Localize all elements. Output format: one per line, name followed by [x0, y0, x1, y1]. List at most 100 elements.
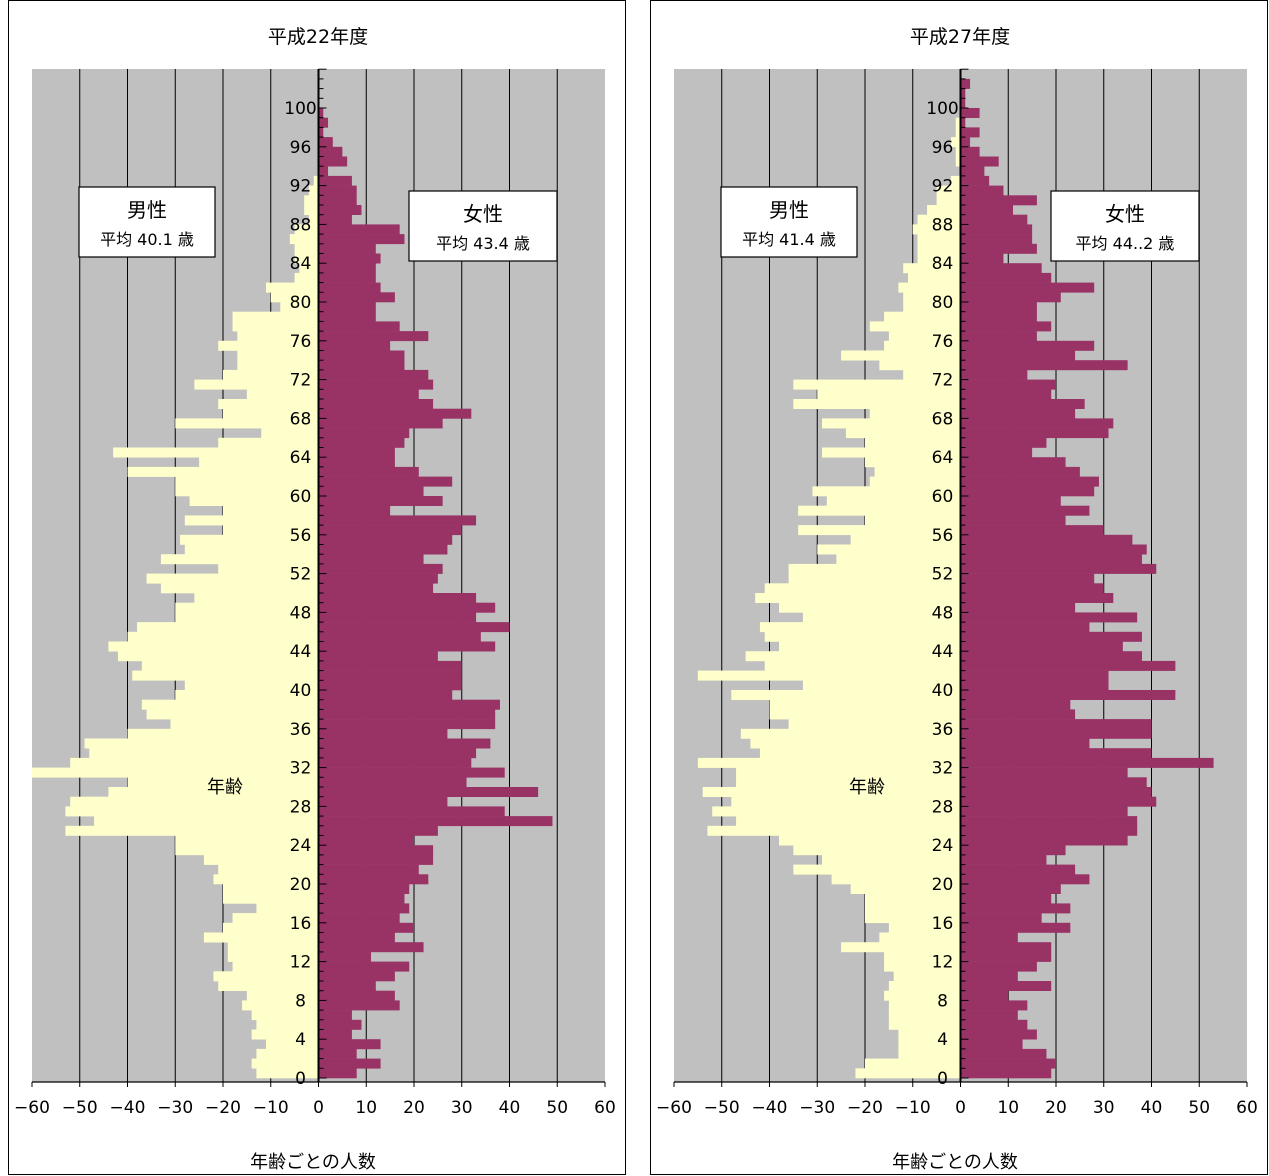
bar-male-age-23 — [793, 845, 961, 856]
bar-female-age-82 — [318, 272, 376, 283]
bar-female-age-60 — [318, 486, 424, 497]
bar-female-age-79 — [318, 302, 376, 312]
x-tick-label: −30 — [799, 1098, 835, 1118]
bar-female-age-20 — [318, 874, 429, 885]
bar-female-age-2 — [318, 1048, 357, 1059]
bar-male-age-13 — [841, 942, 961, 953]
bar-male-age-27 — [65, 806, 319, 817]
bar-female-age-12 — [318, 951, 372, 962]
age-tick-label: 56 — [290, 526, 312, 546]
bar-female-age-32 — [318, 757, 472, 768]
bar-male-age-17 — [256, 903, 319, 914]
age-tick-label: 84 — [932, 254, 954, 274]
bar-female-age-89 — [318, 205, 362, 215]
bar-male-age-0 — [855, 1068, 961, 1079]
bar-male-age-39 — [175, 690, 319, 700]
age-tick-label: 28 — [932, 797, 954, 817]
legend-female-title: 女性 — [463, 202, 503, 226]
bar-male-age-91 — [308, 185, 319, 196]
bar-male-age-37 — [769, 709, 961, 720]
bar-male-age-31 — [32, 767, 319, 778]
bar-female-age-8 — [318, 990, 395, 1001]
bar-male-age-27 — [712, 806, 961, 817]
bar-female-age-9 — [318, 981, 376, 991]
bar-male-age-1 — [865, 1058, 961, 1069]
bar-female-age-91 — [960, 185, 1004, 196]
age-tick-label: 40 — [290, 681, 312, 701]
bar-female-age-88 — [318, 214, 352, 225]
x-tick-label: 20 — [1045, 1098, 1067, 1118]
bar-female-age-6 — [318, 1010, 352, 1021]
bar-female-age-76 — [318, 331, 429, 342]
bar-female-age-24 — [318, 835, 414, 846]
bar-female-age-18 — [318, 893, 405, 904]
bar-male-age-6 — [888, 1010, 961, 1021]
bar-female-age-39 — [960, 690, 1176, 700]
bar-female-age-25 — [318, 825, 438, 836]
legend-male-title: 男性 — [127, 198, 167, 222]
bar-male-age-54 — [184, 544, 319, 555]
bar-male-age-96 — [950, 137, 961, 148]
bar-male-age-42 — [764, 660, 961, 671]
bar-male-age-58 — [223, 505, 319, 516]
bar-female-age-96 — [318, 137, 333, 148]
age-tick-label: 8 — [295, 991, 306, 1011]
chart-title: 平成27年度 — [910, 26, 1010, 48]
bar-male-age-32 — [70, 757, 319, 768]
bar-female-age-18 — [960, 893, 1052, 904]
bar-female-age-21 — [318, 864, 419, 875]
bar-male-age-72 — [223, 369, 319, 380]
x-tick-label: −10 — [253, 1098, 289, 1118]
bar-male-age-77 — [232, 321, 319, 332]
bar-female-age-19 — [318, 884, 410, 894]
bar-female-age-53 — [960, 554, 1142, 565]
bar-male-age-19 — [850, 884, 961, 894]
bar-female-age-80 — [960, 292, 1061, 303]
bar-female-age-47 — [960, 612, 1138, 623]
legend-female-box — [408, 190, 558, 262]
legend-male-box — [720, 186, 858, 258]
bar-male-age-90 — [304, 195, 319, 206]
bar-male-age-19 — [223, 884, 319, 894]
bar-male-age-37 — [146, 709, 319, 720]
bar-male-age-28 — [70, 796, 319, 807]
age-tick-label: 68 — [932, 409, 954, 429]
bar-male-age-63 — [199, 457, 319, 468]
bar-male-age-7 — [242, 1000, 319, 1011]
bar-female-age-11 — [960, 961, 1037, 972]
age-tick-label: 84 — [290, 254, 312, 274]
legend-female-average: 平均 43.4 歳 — [436, 234, 530, 253]
bar-male-age-57 — [184, 515, 319, 526]
bar-female-age-54 — [318, 544, 448, 555]
bar-female-age-62 — [960, 466, 1080, 477]
bar-male-age-8 — [246, 990, 319, 1001]
age-tick-label: 52 — [932, 565, 954, 585]
x-tick-label: −10 — [895, 1098, 931, 1118]
bar-male-age-22 — [203, 854, 319, 865]
bar-female-age-66 — [960, 428, 1109, 439]
age-tick-label: 80 — [932, 293, 954, 313]
bar-male-age-38 — [141, 699, 319, 710]
bar-female-age-52 — [318, 563, 443, 574]
bar-female-age-0 — [318, 1068, 357, 1079]
bar-male-age-75 — [218, 340, 319, 351]
bar-male-age-11 — [884, 961, 961, 972]
bar-male-age-94 — [955, 156, 961, 167]
bar-female-age-30 — [318, 777, 467, 788]
bar-female-age-59 — [960, 496, 1061, 506]
bar-male-age-55 — [850, 534, 961, 545]
age-tick-label: 80 — [290, 293, 312, 313]
bar-male-age-65 — [865, 437, 961, 448]
bar-male-age-48 — [175, 602, 319, 613]
bar-female-age-55 — [318, 534, 453, 545]
age-tick-label: 88 — [290, 215, 312, 235]
bar-male-age-73 — [237, 360, 319, 371]
bar-female-age-70 — [318, 389, 419, 400]
bar-female-age-83 — [318, 263, 376, 274]
bar-female-age-22 — [960, 854, 1047, 865]
bar-female-age-43 — [960, 651, 1142, 662]
bar-male-age-60 — [175, 486, 319, 497]
age-tick-label: 8 — [937, 991, 948, 1011]
age-tick-label: 44 — [290, 642, 312, 662]
